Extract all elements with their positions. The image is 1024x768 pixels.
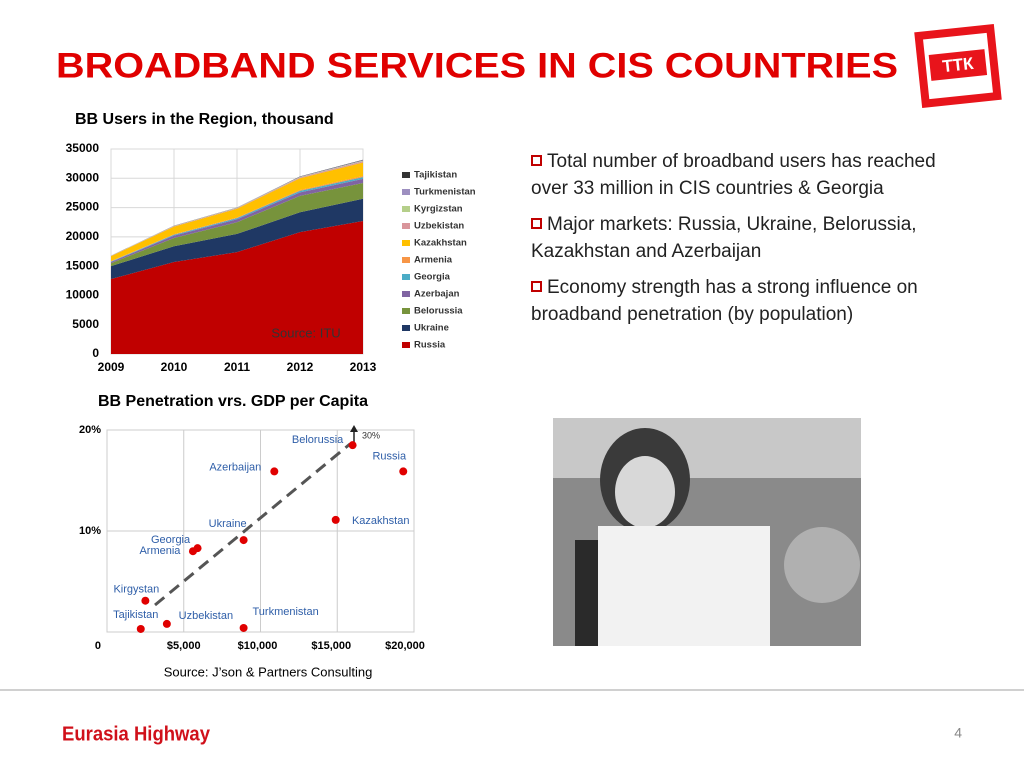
- legend-label: Ukraine: [414, 323, 449, 334]
- y-tick-label: 20%: [79, 424, 101, 436]
- legend-swatch: [402, 308, 410, 314]
- point-label: Ukraine: [209, 518, 247, 530]
- legend-label: Uzbekistan: [414, 221, 464, 232]
- x-tick-label: $20,000: [385, 640, 425, 652]
- legend-swatch: [402, 291, 410, 297]
- legend-swatch: [402, 257, 410, 263]
- legend-label: Russia: [414, 340, 446, 351]
- point-label: Russia: [372, 450, 407, 462]
- y-tick-label: 15000: [66, 258, 100, 272]
- legend-swatch: [402, 342, 410, 348]
- point: [162, 619, 171, 628]
- point-label: Tajikistan: [113, 609, 158, 621]
- point-label: Turkmenistan: [252, 606, 318, 618]
- legend-label: Azerbajan: [414, 289, 460, 300]
- legend-swatch: [402, 189, 410, 195]
- x-tick-label: 2012: [287, 360, 314, 374]
- slide-title: BROADBAND SERVICES IN CIS COUNTRIES: [56, 46, 898, 85]
- bullet-icon: [531, 155, 542, 166]
- x-tick-label: 2009: [98, 360, 125, 374]
- y-tick-label: 10%: [79, 525, 101, 537]
- y-tick-label: 25000: [66, 200, 100, 214]
- bullet-text: Economy strength has a strong influence …: [531, 277, 918, 325]
- legend-swatch: [402, 274, 410, 280]
- legend-label: Belorussia: [414, 306, 463, 317]
- bullet-list: Total number of broadband users has reac…: [531, 148, 971, 337]
- area: [111, 178, 363, 264]
- annotation: Source: ITU: [271, 325, 340, 340]
- point: [331, 515, 340, 524]
- point-label: Georgia: [151, 534, 191, 546]
- legend-label: Armenia: [414, 255, 453, 266]
- bullet: Major markets: Russia, Ukraine, Beloruss…: [531, 211, 971, 265]
- photo-wall: [553, 418, 861, 478]
- area: [111, 198, 363, 280]
- legend-swatch: [402, 240, 410, 246]
- x-tick-label: $15,000: [311, 640, 351, 652]
- arrow-head: [350, 425, 358, 432]
- page-number: 4: [954, 725, 962, 741]
- trend-line: [154, 442, 351, 607]
- y-tick-label: 5000: [72, 317, 99, 331]
- y-tick-label: 20000: [66, 229, 100, 243]
- y-tick-label: 10000: [66, 288, 100, 302]
- x-tick-label: $5,000: [167, 640, 201, 652]
- area: [111, 162, 363, 262]
- x-tick-label: 2011: [224, 360, 250, 374]
- area: [111, 161, 363, 257]
- point: [188, 547, 197, 556]
- point: [348, 441, 357, 450]
- area: [111, 221, 363, 354]
- legend-swatch: [402, 223, 410, 229]
- logo: ТТК: [914, 24, 1002, 108]
- bullet-icon: [531, 218, 542, 229]
- point-label: Azerbaijan: [209, 461, 261, 473]
- photo: [553, 418, 861, 646]
- area: [111, 182, 363, 267]
- point: [141, 596, 150, 605]
- bullet: Total number of broadband users has reac…: [531, 148, 971, 202]
- source: Source: J’son & Partners Consulting: [164, 664, 373, 679]
- legend-label: Turkmenistan: [414, 187, 476, 198]
- annotation: 30%: [362, 430, 380, 440]
- x-tick-label: 2010: [161, 360, 188, 374]
- bullet-icon: [531, 281, 542, 292]
- point: [239, 536, 248, 545]
- bullet-text: Total number of broadband users has reac…: [531, 151, 936, 199]
- bullet: Economy strength has a strong influence …: [531, 274, 971, 328]
- legend-swatch: [402, 172, 410, 178]
- legend-swatch: [402, 325, 410, 331]
- point: [239, 623, 248, 632]
- bullet-text: Major markets: Russia, Ukraine, Beloruss…: [531, 214, 917, 262]
- photo-laptop: [598, 526, 770, 646]
- point-label: Belorussia: [292, 434, 344, 446]
- logo-band: [928, 49, 988, 81]
- chart-title: BB Users in the Region, thousand: [75, 111, 334, 128]
- photo-globe: [784, 527, 860, 603]
- legend-label: Tajikistan: [414, 170, 457, 181]
- photo-face: [615, 456, 675, 528]
- chart-title: BB Penetration vrs. GDP per Capita: [98, 393, 368, 410]
- point-label: Armenia: [139, 545, 181, 557]
- y-tick-label: 0: [95, 640, 101, 652]
- point-label: Uzbekistan: [179, 610, 233, 622]
- legend-label: Kazakhstan: [414, 238, 467, 249]
- y-tick-label: 0: [92, 346, 99, 360]
- y-tick-label: 35000: [66, 141, 100, 155]
- point-label: Kirgystan: [113, 584, 159, 596]
- x-tick-label: 2013: [350, 360, 377, 374]
- point-label: Kazakhstan: [352, 515, 409, 527]
- logo-text: ТТК: [941, 54, 975, 76]
- x-tick-label: $10,000: [238, 640, 278, 652]
- footer: Eurasia Highway: [62, 723, 211, 745]
- point: [270, 467, 279, 476]
- y-tick-label: 30000: [66, 170, 100, 184]
- point: [136, 624, 145, 633]
- legend-label: Georgia: [414, 272, 451, 283]
- point: [399, 467, 408, 476]
- legend-label: Kyrgizstan: [414, 204, 463, 215]
- legend-swatch: [402, 206, 410, 212]
